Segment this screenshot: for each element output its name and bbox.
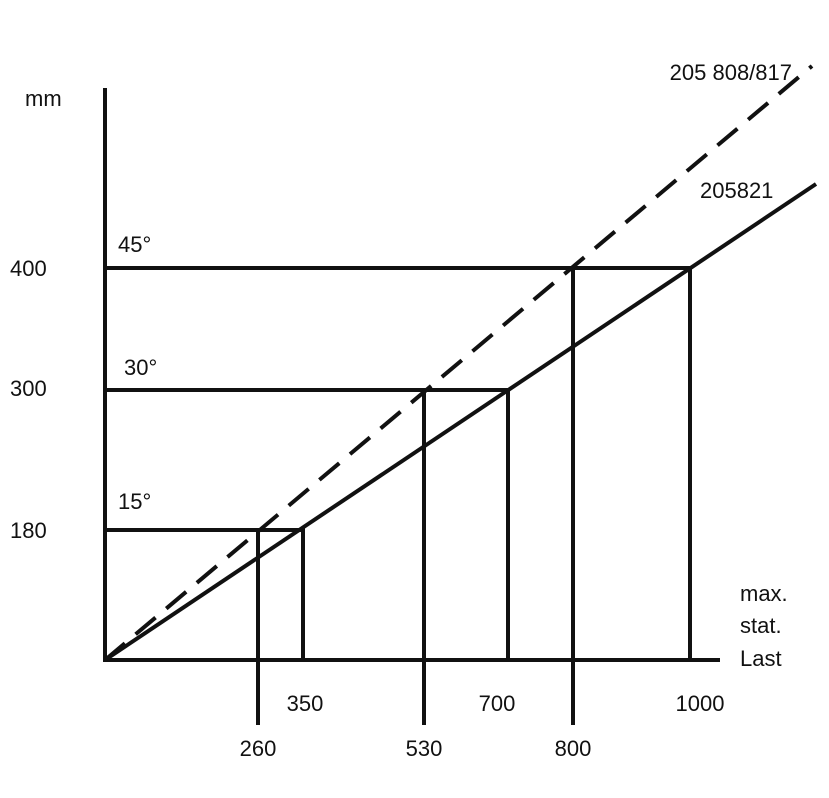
angle-label: 15° — [118, 489, 151, 514]
y-label: 400 — [10, 256, 47, 281]
x-label: 530 — [406, 736, 443, 761]
x-label: 350 — [287, 691, 324, 716]
x-axis-title: max. — [740, 581, 788, 606]
x-label: 700 — [479, 691, 516, 716]
x-axis-title: stat. — [740, 613, 782, 638]
y-unit: mm — [25, 86, 62, 111]
line-label: 205821 — [700, 178, 773, 203]
y-label: 300 — [10, 376, 47, 401]
x-label: 800 — [555, 736, 592, 761]
line-label: 205 808/817 — [670, 60, 792, 85]
x-axis-title: Last — [740, 646, 782, 671]
angle-label: 30° — [124, 355, 157, 380]
solid-line — [103, 182, 818, 662]
x-label: 260 — [240, 736, 277, 761]
x-label: 1000 — [676, 691, 725, 716]
y-label: 180 — [10, 518, 47, 543]
angle-label: 45° — [118, 232, 151, 257]
dashed-line — [103, 64, 814, 662]
